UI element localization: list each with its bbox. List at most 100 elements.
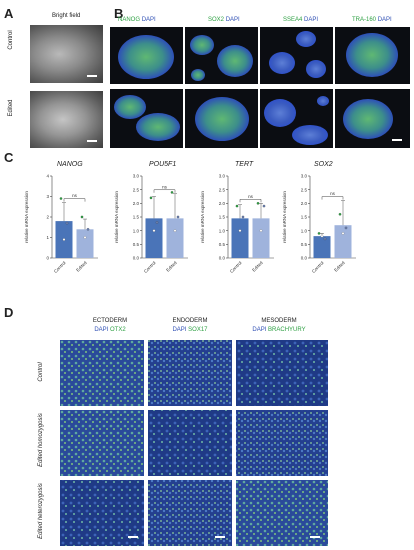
stain-dapi: DAPI [252,327,267,333]
y-tick-label: 0 [46,256,49,261]
scale-bar [310,536,320,538]
marker-tra160: TRA-160 [352,17,377,23]
bar-chart-pou5f1: relative mRNA expression 0.0 0.5 1.0 1.5 2.0 2… [114,174,188,274]
x-tick-label: Control [143,260,157,274]
stain-dapi: DAPI [94,327,109,333]
x-tick-label: Control [53,260,67,274]
data-point [317,232,321,235]
brightfield-control-image [30,25,103,83]
marker-ssea4: SSEA4 [283,17,303,23]
data-point [341,232,345,235]
y-tick-label: 2.0 [133,201,140,206]
data-point [65,221,69,225]
bar-control [313,236,331,258]
colony [195,97,249,141]
ectoderm-control-image [60,340,144,406]
y-axis-label: relative mRNA expression [282,191,287,243]
significance-label: ns [330,191,336,196]
y-tick-label: 3 [46,194,49,199]
colony [190,35,214,55]
marker-nanog: NANOG [118,17,141,23]
colony [296,31,316,47]
y-tick-label: 3.0 [301,174,308,179]
y-tick-label: 1.0 [301,228,308,233]
colony [217,45,253,77]
colony [264,99,296,127]
ectoderm-homozygosis-image [60,410,144,476]
scale-bar [87,75,97,77]
data-point [259,229,263,232]
x-tick-label: Edited [75,260,88,273]
header-ectoderm: ECTODERM [92,318,128,324]
y-tick-label: 0.0 [133,256,140,261]
x-tick-label: Control [229,260,243,274]
data-point [86,227,90,231]
y-tick-label: 2.5 [219,187,226,192]
chart-title-tert: TERT [235,161,254,168]
bar-edited [166,218,184,258]
colony [343,99,393,139]
data-point [235,204,239,208]
x-tick-label: Control [311,260,325,274]
y-tick-label: 1 [46,235,49,240]
data-point [262,204,266,208]
mesoderm-heterozygosis-image [236,480,328,546]
stain-dapi: DAPI [304,17,319,23]
data-point [62,238,66,241]
colony [292,125,328,145]
colony [346,33,398,77]
endoderm-control-image [148,340,232,406]
y-tick-label: 0.5 [301,242,308,247]
bar-edited [76,229,94,258]
header-mesoderm: MESODERM [261,318,297,324]
bar-edited [334,225,352,258]
y-tick-label: 0.0 [219,256,226,261]
data-point [338,212,342,216]
significance-label: ns [162,184,168,189]
endoderm-heterozygosis-image [148,480,232,546]
brightfield-edited-image [30,91,103,148]
y-tick-label: 0.5 [219,242,226,247]
significance-label: ns [248,194,254,199]
x-tick-label: Edited [333,260,346,273]
y-tick-label: 2.5 [301,187,308,192]
colony [191,69,205,81]
row-label-edited-homozygosis: Edited homozygosis [38,413,44,467]
header-tra160-dapi: TRA-160 DAPI [352,17,392,23]
colony [136,113,180,141]
header-ectoderm-stains: DAPI OTX2 [80,327,140,333]
significance-bracket [153,189,176,193]
marker-brachyury: BRACHYURY [268,327,306,333]
header-nanog-dapi: NANOG DAPI [118,17,156,23]
significance-bracket [239,199,262,203]
colony [306,60,326,78]
data-point [149,196,153,200]
data-point [323,237,327,241]
y-axis-label: relative mRNA expression [114,191,119,243]
data-point [238,229,242,232]
y-axis-label: relative mRNA expression [200,191,205,243]
header-sox2-dapi: SOX2 DAPI [208,17,240,23]
marker-otx2: OTX2 [110,327,126,333]
data-point [256,202,260,205]
header-ssea4-dapi: SSEA4 DAPI [283,17,318,23]
chart-title-pou5f1: POU5F1 [149,161,177,168]
row-label-control-a: Control [8,30,14,50]
ectoderm-heterozygosis-image [60,480,144,546]
panel-letter-d: D [4,305,14,320]
panel-b-fluorescence-grid [110,27,410,148]
y-tick-label: 2.5 [133,187,140,192]
y-tick-label: 4 [46,174,49,179]
stain-dapi: DAPI [172,327,187,333]
row-label-control-d: Control [38,362,44,382]
data-point [344,226,348,230]
data-point [170,191,174,194]
significance-label: ns [72,193,78,198]
bar-control [145,218,163,258]
y-tick-label: 1.5 [219,215,226,220]
y-tick-label: 2 [46,215,49,220]
significance-bracket [63,198,86,202]
brightfield-header: Bright field [52,13,81,19]
scale-bar [215,536,225,538]
y-axis-label: relative mRNA expression [24,191,29,243]
